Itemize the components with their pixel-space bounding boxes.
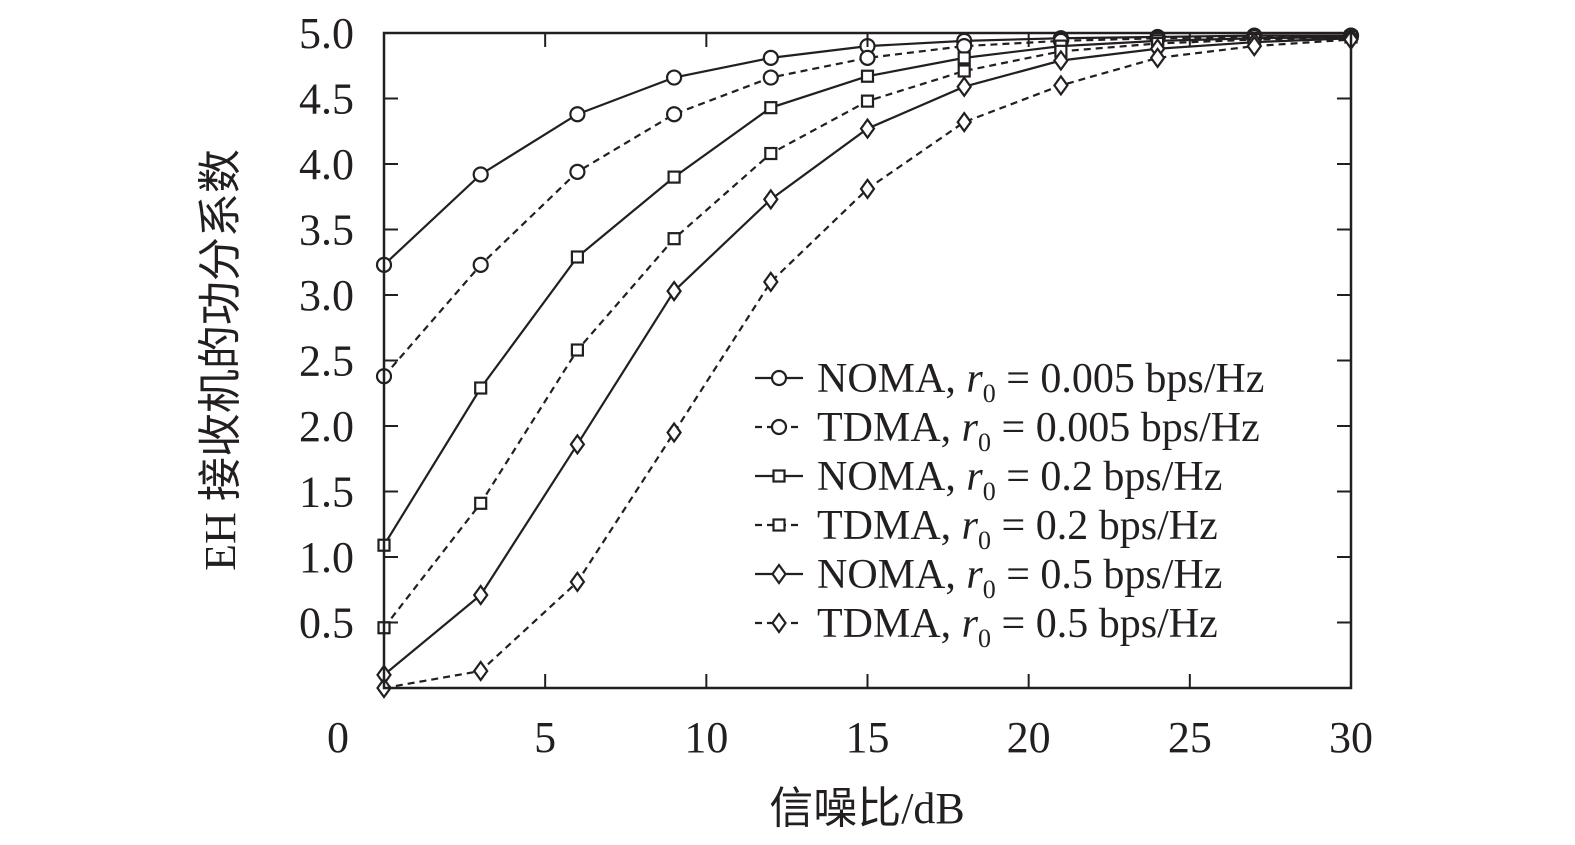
x-tick-label: 25 [1168, 713, 1212, 762]
data-point [764, 146, 778, 161]
data-point [860, 69, 875, 83]
data-point [762, 69, 779, 86]
data-point [667, 232, 681, 246]
data-point [474, 496, 488, 510]
x-tick-label: 10 [684, 713, 728, 762]
data-point [762, 188, 779, 211]
x-axis-title: 信噪比/dB [769, 784, 965, 833]
data-point [569, 106, 586, 123]
x-tick-label: 30 [1329, 713, 1373, 762]
y-tick-label: 4.5 [299, 75, 354, 124]
legend-entry: TDMA, r0 = 0.5 bps/Hz [755, 601, 1218, 653]
data-point [667, 170, 681, 184]
data-point [472, 166, 489, 183]
data-point [665, 69, 683, 86]
y-axis-title: EH 接收机的功分系数 [196, 149, 245, 571]
y-tick-label: 2.5 [299, 337, 354, 386]
y-tick-label: 5.0 [299, 9, 354, 58]
x-tick-label: 0 [327, 713, 349, 762]
data-point [472, 660, 489, 682]
data-point [1053, 74, 1069, 97]
data-point [859, 49, 876, 66]
data-point [957, 51, 971, 65]
legend-label: TDMA, r0 = 0.2 bps/Hz [817, 503, 1218, 555]
data-point [860, 94, 875, 108]
x-tick-label: 15 [846, 713, 890, 762]
legend-label: NOMA, r0 = 0.5 bps/Hz [817, 552, 1222, 604]
y-tick-label: 0.5 [299, 599, 354, 648]
y-tick-label: 3.0 [299, 271, 354, 320]
legend-entry: TDMA, r0 = 0.2 bps/Hz [755, 503, 1218, 555]
data-point [859, 117, 876, 140]
data-point [570, 343, 585, 357]
legend-label: NOMA, r0 = 0.005 bps/Hz [817, 356, 1264, 408]
data-point [956, 75, 973, 98]
legend-marker [771, 563, 787, 585]
y-tick-label: 4.0 [299, 140, 354, 189]
data-point [569, 163, 586, 180]
data-point [762, 49, 779, 66]
data-point [474, 381, 488, 395]
series-tdma-diamond [376, 28, 1359, 699]
data-point [762, 271, 779, 293]
legend-marker [770, 418, 788, 436]
data-point [956, 37, 973, 55]
data-point [764, 101, 778, 115]
legend-marker [772, 518, 786, 532]
data-point [472, 256, 489, 273]
y-tick-label: 2.0 [299, 402, 354, 451]
data-point [665, 106, 683, 123]
legend-marker [771, 612, 787, 634]
legend-label: TDMA, r0 = 0.5 bps/Hz [817, 601, 1218, 653]
data-point [957, 64, 971, 78]
legend-label: NOMA, r0 = 0.2 bps/Hz [817, 454, 1222, 506]
data-point [666, 421, 682, 444]
legend-label: TDMA, r0 = 0.005 bps/Hz [817, 405, 1260, 457]
x-tick-label: 20 [1007, 713, 1051, 762]
data-point [569, 433, 586, 456]
legend-entry: NOMA, r0 = 0.2 bps/Hz [755, 454, 1222, 506]
data-point [1246, 35, 1263, 57]
data-point [1149, 47, 1166, 69]
legend-entry: NOMA, r0 = 0.005 bps/Hz [755, 356, 1264, 408]
series-line [383, 34, 1352, 377]
axes-layer: 0.5 1.0 1.5 2.0 2.5 3.0 3.5 4.0 4.5 5.0 0 5 10 15 20 25… [299, 9, 1373, 762]
series-layer [375, 27, 1360, 699]
data-point [666, 280, 682, 302]
y-tick-label: 1.0 [299, 533, 354, 582]
legend-entry: NOMA, r0 = 0.5 bps/Hz [755, 552, 1222, 604]
data-point [570, 250, 585, 264]
x-tick-label: 5 [534, 713, 556, 762]
data-point [956, 111, 973, 133]
data-point [1053, 49, 1069, 72]
y-tick-label: 1.5 [299, 468, 354, 517]
legend-entry: TDMA, r0 = 0.005 bps/Hz [755, 405, 1260, 457]
y-tick-label: 3.5 [299, 206, 354, 255]
legend-marker [772, 469, 786, 483]
data-point [859, 178, 876, 200]
data-point [472, 584, 489, 606]
legend-marker [770, 369, 788, 387]
data-point [569, 571, 586, 593]
